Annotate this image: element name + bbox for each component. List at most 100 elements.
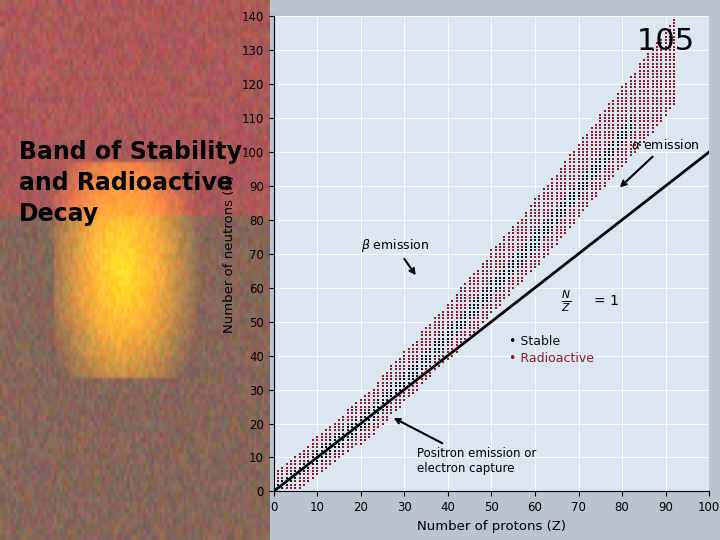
Point	[612, 151, 624, 160]
Point	[355, 409, 366, 417]
Point	[302, 450, 314, 458]
Point	[546, 229, 558, 238]
Point	[621, 114, 632, 123]
Point	[416, 365, 428, 374]
Point	[551, 219, 562, 227]
Point	[399, 361, 410, 370]
Point	[634, 141, 645, 150]
Point	[368, 409, 379, 417]
Point	[603, 110, 615, 119]
Point	[612, 165, 624, 173]
Point	[302, 453, 314, 462]
Point	[634, 131, 645, 139]
Point	[586, 168, 598, 177]
Point	[508, 263, 519, 272]
Point	[499, 253, 510, 261]
Point	[582, 165, 593, 173]
Point	[616, 100, 628, 109]
Point	[420, 375, 432, 384]
Point	[651, 83, 662, 92]
Point	[490, 276, 502, 285]
Point	[307, 463, 318, 472]
Point	[577, 144, 589, 153]
Point	[577, 202, 589, 211]
Point	[464, 297, 475, 306]
Point	[403, 368, 415, 377]
Point	[538, 219, 549, 227]
Text: • Stable: • Stable	[509, 335, 560, 348]
Point	[559, 192, 571, 200]
Point	[272, 467, 284, 475]
Point	[455, 290, 467, 299]
Point	[642, 90, 654, 99]
Point	[294, 450, 305, 458]
Point	[298, 474, 310, 482]
Point	[381, 385, 392, 394]
Point	[516, 215, 528, 224]
Point	[586, 165, 598, 173]
Point	[625, 80, 636, 89]
Point	[381, 382, 392, 390]
Point	[508, 236, 519, 245]
Point	[412, 361, 423, 370]
Point	[481, 280, 492, 289]
Point	[634, 127, 645, 136]
Point	[364, 433, 375, 441]
Point	[555, 181, 567, 190]
Point	[438, 334, 449, 343]
Point	[459, 304, 471, 313]
Point	[416, 379, 428, 387]
Point	[525, 263, 536, 272]
Point	[525, 242, 536, 251]
Point	[316, 436, 328, 445]
Point	[503, 229, 515, 238]
Point	[642, 120, 654, 129]
Point	[660, 73, 672, 82]
Point	[499, 294, 510, 302]
Point	[412, 352, 423, 360]
Point	[512, 233, 523, 241]
Point	[521, 219, 532, 227]
Point	[586, 181, 598, 190]
Point	[351, 426, 362, 435]
Point	[446, 304, 458, 313]
Point	[486, 280, 498, 289]
Point	[638, 138, 649, 146]
Point	[355, 416, 366, 424]
Point	[595, 151, 606, 160]
Point	[512, 253, 523, 261]
Point	[616, 107, 628, 116]
Point	[468, 294, 480, 302]
Point	[508, 260, 519, 268]
Point	[364, 426, 375, 435]
Point	[542, 215, 554, 224]
Point	[446, 321, 458, 329]
Point	[481, 290, 492, 299]
Point	[472, 307, 484, 316]
Point	[599, 141, 611, 150]
Point	[294, 477, 305, 485]
Point	[516, 233, 528, 241]
Point	[438, 358, 449, 367]
Point	[372, 413, 384, 421]
Point	[669, 73, 680, 82]
Point	[590, 147, 602, 156]
Point	[425, 361, 436, 370]
Point	[625, 90, 636, 99]
Point	[616, 124, 628, 132]
Point	[590, 175, 602, 184]
Point	[281, 480, 292, 489]
Point	[559, 229, 571, 238]
Point	[433, 328, 445, 336]
Point	[325, 443, 336, 451]
Point	[446, 324, 458, 333]
Point	[451, 341, 462, 350]
Point	[455, 318, 467, 326]
Point	[525, 215, 536, 224]
Point	[499, 249, 510, 258]
Point	[416, 352, 428, 360]
Point	[534, 233, 545, 241]
Point	[595, 144, 606, 153]
Point	[486, 256, 498, 265]
Point	[577, 175, 589, 184]
